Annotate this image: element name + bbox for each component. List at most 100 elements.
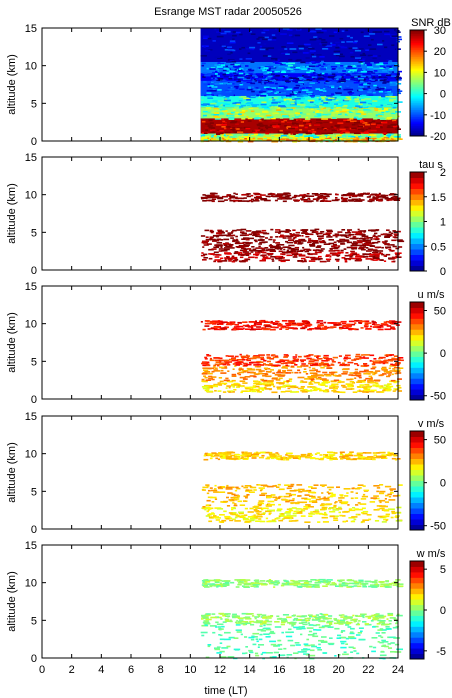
data-cell (362, 243, 365, 246)
data-cell (280, 234, 284, 237)
data-cell (281, 325, 287, 328)
data-cell (292, 123, 295, 125)
data-cell (393, 260, 396, 263)
data-cell (342, 325, 347, 327)
data-cell (301, 199, 308, 201)
colorbar-step (410, 513, 424, 520)
data-cell (312, 635, 319, 638)
data-cell (346, 458, 353, 461)
data-cell (280, 326, 285, 329)
data-cell (321, 96, 325, 99)
data-cell (287, 237, 292, 239)
colorbar-step (410, 125, 424, 128)
data-cell (286, 324, 291, 327)
data-cell (390, 96, 396, 98)
data-cell (373, 454, 377, 456)
data-cell (257, 138, 263, 140)
data-cell (276, 388, 281, 390)
colorbar-step (410, 35, 424, 38)
data-cell (291, 102, 295, 105)
data-cell (275, 58, 278, 61)
data-cell (378, 96, 383, 99)
data-cell (350, 68, 357, 71)
data-cell (350, 253, 355, 255)
data-cell (339, 55, 345, 58)
data-cell (285, 137, 290, 140)
data-cell (360, 101, 367, 104)
data-cell (302, 131, 308, 133)
data-cell (288, 321, 295, 323)
data-cell (338, 113, 342, 115)
data-cell (385, 253, 391, 256)
data-cell (210, 489, 218, 492)
data-cell (244, 328, 251, 330)
data-cell (218, 100, 226, 102)
data-cell (265, 126, 272, 128)
data-cell (380, 250, 384, 252)
data-cell (297, 456, 300, 459)
data-cell (230, 135, 237, 138)
data-cell (323, 365, 330, 367)
data-cell (201, 120, 206, 123)
data-cell (275, 498, 278, 501)
data-cell (377, 135, 384, 138)
data-cell (220, 362, 224, 364)
data-cell (223, 99, 231, 102)
data-cell (286, 515, 293, 518)
data-cell (209, 122, 214, 124)
colorbar-tick-label: 20 (434, 46, 446, 58)
data-cell (252, 131, 258, 134)
data-cell (312, 80, 317, 82)
data-cell (245, 254, 250, 256)
data-cell (365, 128, 368, 131)
data-cell (319, 322, 324, 325)
data-cell (225, 387, 228, 389)
data-cell (393, 380, 400, 383)
y-tick-label: 5 (31, 486, 37, 498)
data-cell (353, 372, 361, 374)
data-cell (330, 65, 338, 68)
data-cell (392, 368, 395, 370)
data-cell (277, 375, 285, 377)
data-cell (323, 373, 331, 376)
data-cell (267, 371, 272, 373)
data-cell (392, 119, 397, 122)
data-cell (258, 456, 264, 459)
data-cell (315, 512, 323, 515)
data-cell (271, 57, 278, 60)
data-cell (362, 240, 368, 242)
data-cell (344, 126, 349, 129)
data-cell (362, 452, 367, 454)
data-cell (375, 360, 382, 362)
data-cell (350, 520, 356, 523)
data-cell (269, 236, 273, 238)
data-cell (340, 46, 348, 49)
data-cell (297, 376, 305, 379)
data-cell (295, 91, 302, 93)
data-cell (271, 378, 278, 380)
data-cell (322, 381, 328, 383)
data-cell (267, 71, 272, 74)
data-cell (266, 356, 270, 358)
data-cell (394, 370, 401, 373)
data-cell (204, 229, 210, 232)
data-cell (336, 486, 341, 488)
data-cell (206, 107, 212, 110)
data-cell (338, 506, 342, 509)
data-cell (241, 358, 245, 360)
data-cell (334, 387, 338, 390)
data-cell (336, 375, 342, 377)
data-cell (312, 367, 316, 370)
data-cell (370, 238, 373, 241)
data-cell (308, 195, 315, 197)
data-cell (208, 126, 215, 129)
data-cell (370, 80, 376, 82)
data-cell (223, 500, 229, 503)
data-cell (357, 457, 362, 460)
data-cell (230, 121, 237, 124)
data-cell (321, 41, 328, 44)
data-cell (319, 364, 325, 366)
data-cell (227, 517, 233, 519)
data-cell (384, 235, 391, 237)
colorbar-step (410, 109, 424, 112)
